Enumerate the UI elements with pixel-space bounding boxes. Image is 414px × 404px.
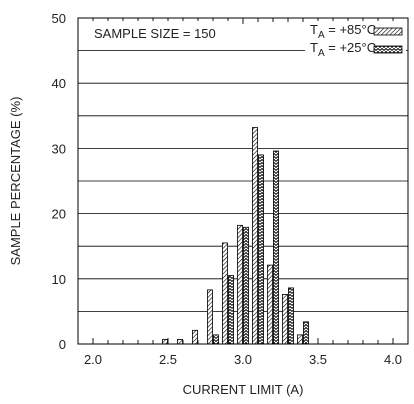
bar-25c: [273, 150, 279, 345]
bar-85c: [162, 339, 168, 345]
legend-swatch-85: [373, 27, 403, 36]
bar-85c: [252, 127, 258, 345]
bar-85c: [267, 264, 273, 345]
bar-25c: [258, 154, 264, 345]
bar-85c: [237, 224, 243, 345]
legend-item-25: TA = +25°C: [310, 40, 403, 59]
bar-25c: [288, 287, 294, 345]
x-tick-label: 3.0: [234, 352, 252, 367]
annotation-box: [84, 21, 236, 47]
y-tick-label: 50: [52, 11, 66, 26]
bar-85c: [222, 242, 228, 345]
bar-25c: [213, 334, 219, 345]
x-tick-label: 2.5: [159, 352, 177, 367]
legend-item-85: TA = +85°C: [310, 22, 403, 41]
y-tick-label: 40: [52, 76, 66, 91]
sample-size-annotation: SAMPLE SIZE = 150: [94, 26, 216, 41]
legend-label-25: TA = +25°C: [310, 40, 376, 59]
bar-85c: [207, 289, 213, 345]
y-tick-label: 0: [59, 337, 66, 352]
grid-lines: [78, 50, 408, 312]
bar-25c: [243, 226, 249, 345]
bar-85c: [282, 294, 288, 345]
bar-85c: [297, 334, 303, 345]
y-axis-label: SAMPLE PERCENTAGE (%): [8, 97, 23, 266]
legend-label-85: TA = +85°C: [310, 22, 376, 41]
bar-25c: [228, 275, 234, 345]
legend: TA = +85°C TA = +25°C: [305, 21, 406, 59]
bar-25c: [303, 321, 309, 345]
legend-swatch-25: [373, 45, 403, 54]
bar-85c: [177, 339, 183, 345]
x-axis-label: CURRENT LIMIT (A): [183, 382, 304, 397]
x-tick-label: 2.0: [84, 352, 102, 367]
y-tick-label: 30: [52, 141, 66, 156]
bar-85c: [192, 329, 198, 345]
y-tick-label: 20: [52, 207, 66, 222]
axis-ticks: 2.0 2.5 3.0 3.5 4.0 0 10 20 30 40 50: [52, 11, 403, 367]
y-tick-label: 10: [52, 272, 66, 287]
x-tick-label: 3.5: [309, 352, 327, 367]
x-tick-label: 4.0: [384, 352, 402, 367]
